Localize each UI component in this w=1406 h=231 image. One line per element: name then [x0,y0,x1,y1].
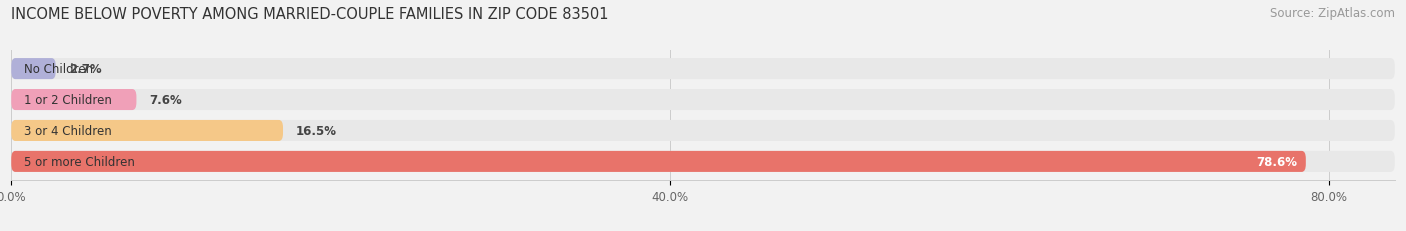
FancyBboxPatch shape [11,59,56,80]
Text: 3 or 4 Children: 3 or 4 Children [24,125,112,137]
Text: Source: ZipAtlas.com: Source: ZipAtlas.com [1270,7,1395,20]
Text: 16.5%: 16.5% [297,125,337,137]
FancyBboxPatch shape [11,151,1306,172]
Text: No Children: No Children [24,63,94,76]
Text: INCOME BELOW POVERTY AMONG MARRIED-COUPLE FAMILIES IN ZIP CODE 83501: INCOME BELOW POVERTY AMONG MARRIED-COUPL… [11,7,609,22]
FancyBboxPatch shape [11,90,1395,111]
Text: 7.6%: 7.6% [149,94,183,106]
FancyBboxPatch shape [11,59,1395,80]
Text: 78.6%: 78.6% [1257,155,1298,168]
FancyBboxPatch shape [11,120,1395,141]
Text: 1 or 2 Children: 1 or 2 Children [24,94,112,106]
Text: 2.7%: 2.7% [69,63,101,76]
FancyBboxPatch shape [11,151,1395,172]
Text: 5 or more Children: 5 or more Children [24,155,135,168]
FancyBboxPatch shape [11,120,283,141]
FancyBboxPatch shape [11,90,136,111]
